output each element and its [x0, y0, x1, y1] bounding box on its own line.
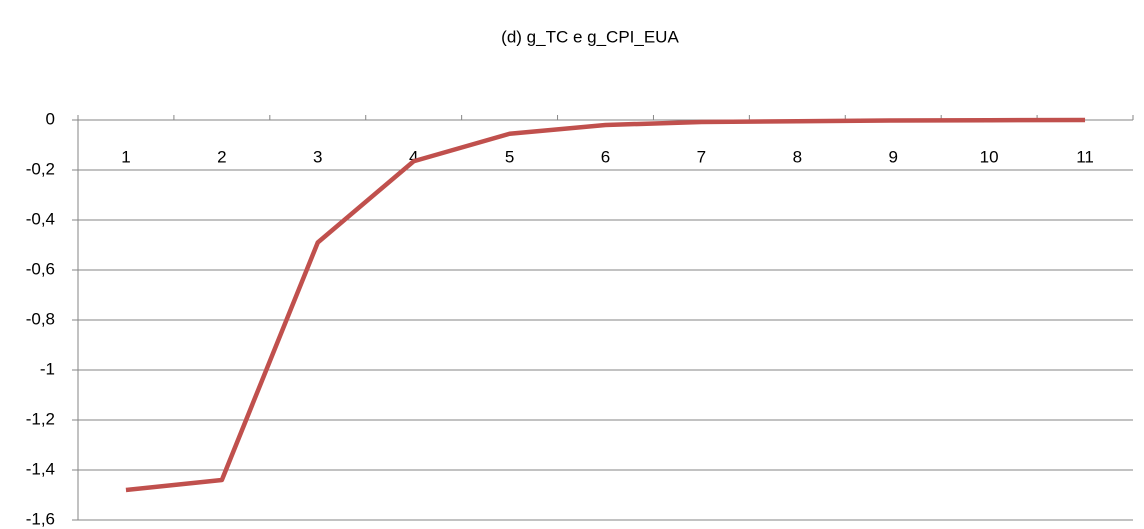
x-tick-label: 6 [601, 147, 610, 166]
x-tick-label: 4 [409, 147, 418, 166]
y-tick-label: -1 [40, 359, 55, 378]
x-tick-label: 11 [1076, 147, 1094, 166]
y-tick-label: -1,4 [26, 459, 55, 478]
x-tick-label: 7 [697, 147, 706, 166]
y-tick-label: -0,8 [26, 309, 55, 328]
x-tick-label: 2 [217, 147, 226, 166]
y-tick-label: -0,6 [26, 259, 55, 278]
y-tick-label: -1,2 [26, 409, 55, 428]
x-tick-label: 8 [793, 147, 802, 166]
x-tick-label: 1 [121, 147, 130, 166]
y-tick-label: -0,2 [26, 159, 55, 178]
y-tick-label: -1,6 [26, 509, 55, 528]
x-tick-label: 3 [313, 147, 322, 166]
x-tick-label: 5 [505, 147, 514, 166]
y-tick-label: -0,4 [26, 209, 55, 228]
x-tick-label: 9 [888, 147, 897, 166]
x-tick-label: 10 [980, 147, 999, 166]
y-tick-label: 0 [46, 109, 55, 128]
chart-title: (d) g_TC e g_CPI_EUA [501, 27, 679, 46]
data-line [125, 117, 1086, 493]
